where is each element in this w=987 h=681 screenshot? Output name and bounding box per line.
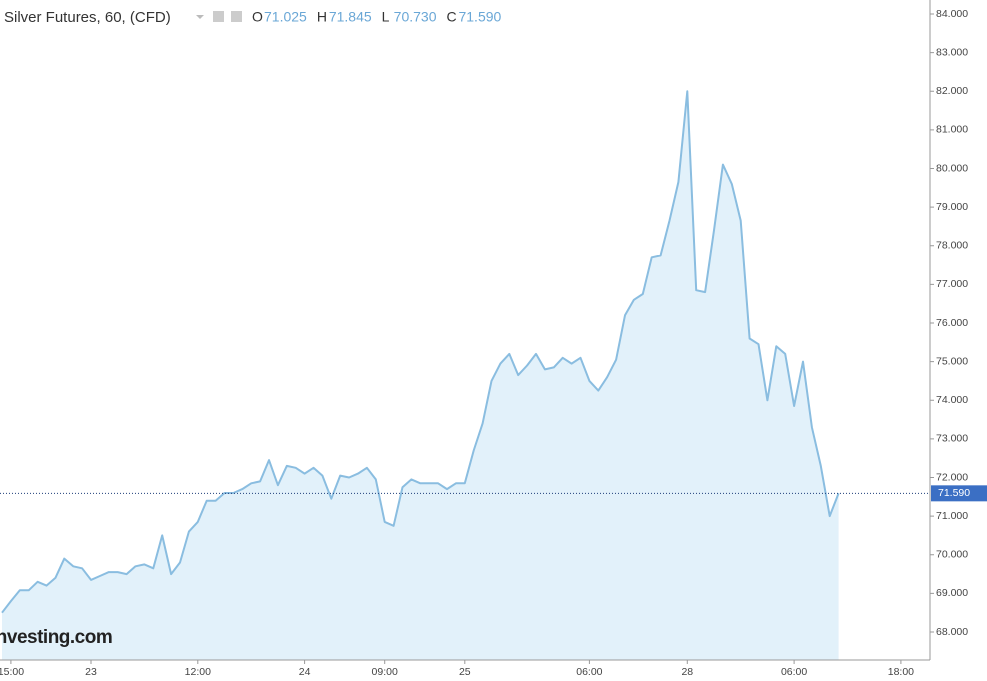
x-tick-label: 06:00 [576, 666, 602, 678]
x-tick-label: 15:00 [0, 666, 24, 678]
x-tick-label: 12:00 [185, 666, 211, 678]
ohlc-name: H [317, 9, 327, 25]
icon[interactable] [231, 11, 242, 22]
watermark: Investing.com [0, 627, 112, 648]
y-tick-label: 74.000 [936, 394, 968, 406]
ohlc-value: 70.730 [394, 9, 437, 25]
y-tick-label: 78.000 [936, 240, 968, 252]
x-tick-label: 25 [459, 666, 471, 678]
area-fill [2, 91, 839, 661]
ohlc-value: 71.845 [329, 9, 372, 25]
y-tick-label: 69.000 [936, 587, 968, 599]
last-price-label: 71.590 [938, 487, 970, 499]
ohlc-value: 71.590 [458, 9, 501, 25]
chart-title: Silver Futures, 60, (CFD) [4, 9, 171, 26]
ohlc-name: C [446, 9, 456, 25]
y-tick-label: 84.000 [936, 8, 968, 20]
icon[interactable] [213, 11, 224, 22]
y-tick-label: 72.000 [936, 471, 968, 483]
y-tick-label: 81.000 [936, 124, 968, 136]
y-tick-label: 71.000 [936, 510, 968, 522]
ohlc-name: L [382, 9, 390, 25]
x-tick-label: 28 [681, 666, 693, 678]
y-tick-label: 75.000 [936, 355, 968, 367]
y-tick-label: 76.000 [936, 317, 968, 329]
y-tick-label: 83.000 [936, 46, 968, 58]
y-tick-label: 82.000 [936, 85, 968, 97]
y-tick-label: 79.000 [936, 201, 968, 213]
y-tick-label: 70.000 [936, 549, 968, 561]
dropdown-arrow[interactable] [196, 15, 204, 19]
last-price-box [931, 485, 987, 502]
x-tick-label: 18:00 [888, 666, 914, 678]
x-tick-label: 24 [299, 666, 311, 678]
y-tick-label: 73.000 [936, 433, 968, 445]
ohlc-name: O [252, 9, 263, 25]
y-tick-label: 68.000 [936, 626, 968, 638]
x-tick-label: 09:00 [372, 666, 398, 678]
x-tick-label: 23 [85, 666, 97, 678]
x-tick-label: 06:00 [781, 666, 807, 678]
ohlc-value: 71.025 [264, 9, 307, 25]
y-tick-label: 80.000 [936, 162, 968, 174]
price-line [1, 90, 840, 614]
y-tick-label: 77.000 [936, 278, 968, 290]
